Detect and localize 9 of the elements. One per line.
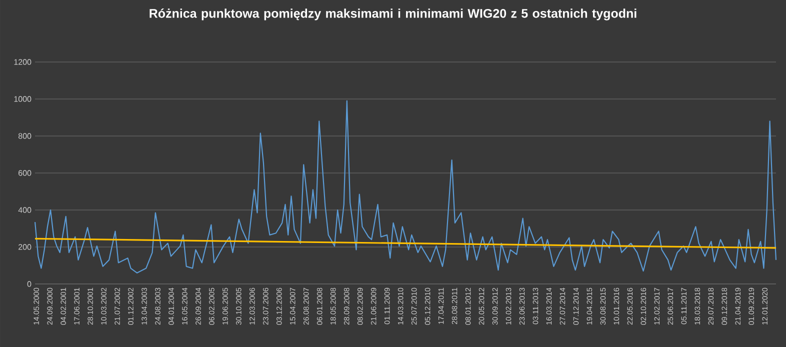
y-tick-label: 0 [27,281,32,287]
y-tick-label: 1000 [14,96,32,102]
y-tick-label: 400 [18,207,32,213]
y-tick-label: 600 [18,170,32,176]
y-tick-label: 200 [18,244,32,250]
y-tick-label: 1200 [14,59,32,65]
line-series [34,100,777,274]
y-tick-label: 800 [18,133,32,139]
chart-title: Różnica punktowa pomiędzy maksimami i minimami WIG20 z 5 ostatnich tygodni [150,8,636,20]
